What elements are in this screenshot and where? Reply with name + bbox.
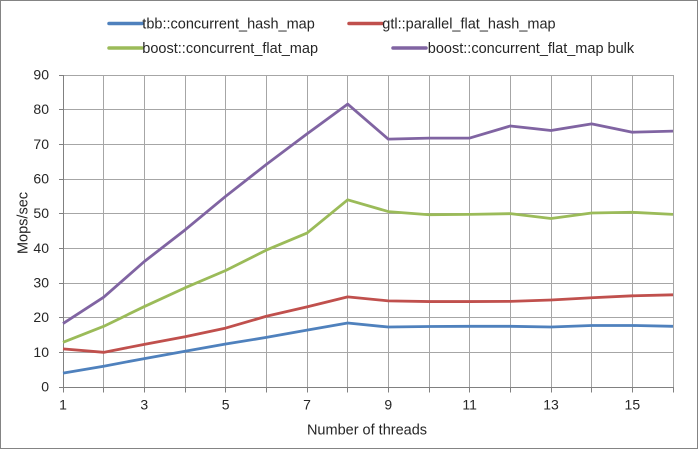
svg-text:boost::concurrent_flat_map bul: boost::concurrent_flat_map bulk bbox=[428, 41, 635, 57]
svg-text:7: 7 bbox=[303, 397, 311, 413]
svg-text:Mops/sec: Mops/sec bbox=[16, 192, 32, 254]
svg-text:30: 30 bbox=[33, 275, 49, 291]
svg-text:tbb::concurrent_hash_map: tbb::concurrent_hash_map bbox=[142, 17, 314, 33]
svg-text:gtl::parallel_flat_hash_map: gtl::parallel_flat_hash_map bbox=[382, 17, 555, 33]
svg-text:60: 60 bbox=[33, 171, 49, 187]
svg-text:40: 40 bbox=[33, 240, 49, 256]
svg-text:Number of threads: Number of threads bbox=[307, 423, 427, 439]
svg-text:0: 0 bbox=[41, 379, 49, 395]
svg-text:5: 5 bbox=[222, 397, 230, 413]
svg-text:11: 11 bbox=[462, 397, 477, 413]
svg-text:50: 50 bbox=[33, 205, 49, 221]
svg-text:15: 15 bbox=[625, 397, 641, 413]
svg-text:3: 3 bbox=[140, 397, 148, 413]
svg-text:9: 9 bbox=[384, 397, 392, 413]
svg-text:80: 80 bbox=[33, 101, 49, 117]
svg-text:10: 10 bbox=[33, 344, 49, 360]
svg-text:boost::concurrent_flat_map: boost::concurrent_flat_map bbox=[142, 41, 318, 57]
svg-text:13: 13 bbox=[543, 397, 559, 413]
svg-text:90: 90 bbox=[33, 67, 49, 83]
svg-text:20: 20 bbox=[33, 309, 49, 325]
svg-text:1: 1 bbox=[59, 397, 67, 413]
svg-text:70: 70 bbox=[33, 136, 49, 152]
